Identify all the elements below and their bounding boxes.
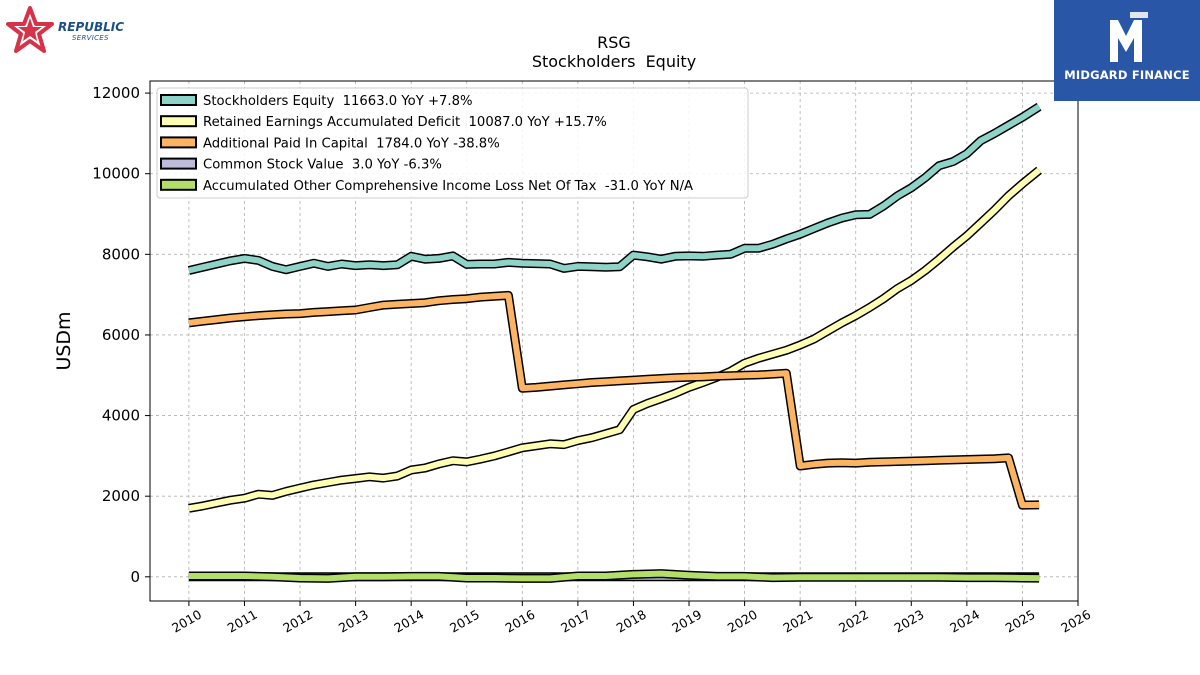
legend-label: Common Stock Value 3.0 YoY -6.3%	[203, 158, 442, 173]
x-tick-label: 2014	[391, 607, 426, 636]
logo-brand-services: SERVICES	[72, 34, 109, 42]
chart-subtitle: Stockholders Equity	[532, 52, 696, 71]
x-tick-label: 2012	[280, 607, 315, 636]
legend-swatch	[160, 157, 197, 170]
x-tick-label: 2023	[892, 607, 927, 636]
star-logo-icon	[6, 6, 54, 53]
y-tick-label: 2000	[102, 487, 140, 505]
series-layer	[187, 102, 1042, 583]
republic-services-logo: REPUBLIC SERVICES	[6, 6, 156, 56]
x-tick-label: 2021	[780, 607, 815, 636]
legend-swatch	[160, 178, 197, 191]
x-tick-label: 2017	[558, 607, 593, 636]
chart-title: RSG	[597, 33, 631, 52]
x-tick-label: 2025	[1003, 607, 1038, 636]
series-line-3	[188, 292, 1040, 509]
x-tick-label: 2013	[336, 607, 371, 636]
legend-label: Accumulated Other Comprehensive Income L…	[203, 179, 693, 194]
legend-box	[156, 87, 749, 199]
y-tick-label: 10000	[92, 165, 140, 183]
midgard-finance-logo: MIDGARD FINANCE	[1054, 0, 1200, 101]
y-tick-label: 6000	[102, 326, 140, 344]
logo-brand-republic: REPUBLIC	[58, 20, 125, 34]
x-tick-label: 2018	[614, 607, 649, 636]
legend-label: Stockholders Equity 11663.0 YoY +7.8%	[203, 94, 473, 109]
y-tick-label: 12000	[92, 84, 140, 102]
legend-swatch	[160, 136, 197, 149]
y-tick-label: 0	[130, 568, 140, 586]
midgard-mark-icon	[1110, 12, 1148, 62]
series-line-2	[188, 167, 1041, 512]
series-line-5	[188, 570, 1040, 582]
x-tick-label: 2020	[725, 607, 760, 636]
logo-brand-midgard: MIDGARD FINANCE	[1064, 68, 1190, 82]
legend-label: Additional Paid In Capital 1784.0 YoY -3…	[203, 136, 500, 151]
x-tick-label: 2010	[169, 607, 204, 636]
x-tick-label: 2024	[947, 607, 982, 636]
legend-swatch	[160, 94, 197, 106]
legend-swatch	[160, 115, 197, 128]
y-axis-label: USDm	[53, 311, 75, 370]
y-tick-label: 8000	[102, 245, 140, 263]
legend: Stockholders Equity 11663.0 YoY +7.8% Ret…	[156, 87, 749, 199]
x-tick-label: 2015	[447, 607, 482, 636]
series-line-1	[188, 104, 1041, 274]
x-tick-label: 2016	[503, 607, 538, 636]
x-tick-label: 2019	[669, 607, 704, 636]
x-tick-label: 2026	[1058, 607, 1093, 636]
plot-frame	[149, 80, 1079, 602]
x-tick-label: 2022	[836, 607, 871, 636]
y-tick-label: 4000	[102, 407, 140, 425]
x-tick-label: 2011	[225, 607, 260, 636]
legend-label: Retained Earnings Accumulated Deficit 10…	[203, 115, 607, 130]
